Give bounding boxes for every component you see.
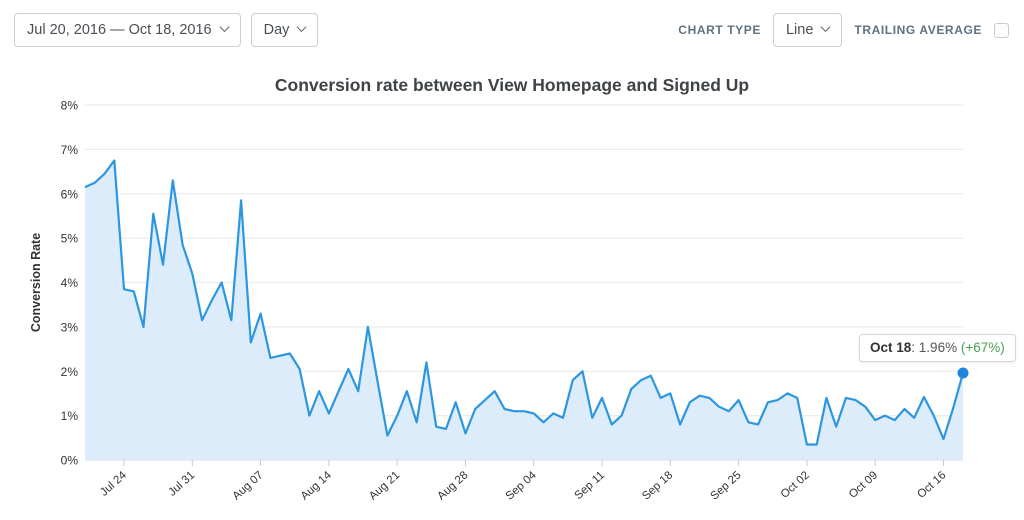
trailing-average-label: TRAILING AVERAGE (854, 23, 982, 37)
toolbar-right: CHART TYPE Line TRAILING AVERAGE (678, 13, 1009, 47)
y-axis-tick-label: 6% (61, 187, 79, 201)
tooltip-date: Oct 18 (870, 340, 912, 355)
chevron-down-icon (820, 22, 831, 33)
y-axis-tick-label: 8% (61, 99, 79, 113)
chart-tooltip: Oct 18: 1.96% (+67%) (859, 334, 1016, 362)
x-axis-tick-label: Sep 04 (504, 469, 540, 503)
y-axis-tick-label: 1% (61, 409, 79, 423)
y-axis-title: Conversion Rate (29, 233, 43, 332)
chevron-down-icon (219, 22, 230, 33)
x-axis-tick-label: Oct 16 (915, 469, 948, 501)
y-axis-tick-label: 7% (61, 143, 79, 157)
y-axis-tick-label: 5% (61, 232, 79, 246)
x-axis-tick-label: Jul 24 (98, 469, 129, 499)
toolbar-left: Jul 20, 2016 — Oct 18, 2016 Day (14, 13, 319, 47)
granularity-value: Day (263, 22, 290, 38)
tooltip-value: 1.96% (918, 340, 961, 355)
granularity-dropdown[interactable]: Day (250, 13, 319, 47)
y-axis-tick-label: 0% (61, 454, 79, 468)
y-axis-tick-label: 2% (61, 365, 79, 379)
date-range-picker[interactable]: Jul 20, 2016 — Oct 18, 2016 (14, 13, 241, 47)
chart-type-dropdown[interactable]: Line (772, 13, 843, 47)
tooltip-separator: : (911, 340, 919, 355)
x-axis-tick-label: Oct 09 (847, 469, 880, 501)
x-axis-tick-label: Sep 25 (708, 469, 743, 502)
x-axis-tick-label: Sep 18 (640, 469, 675, 502)
chart-area-fill[interactable] (85, 160, 963, 461)
x-axis-tick-label: Aug 21 (367, 469, 402, 502)
x-axis-tick-label: Sep 11 (573, 469, 607, 502)
tooltip-change: (+67%) (960, 340, 1005, 355)
trailing-average-checkbox[interactable] (994, 22, 1009, 38)
y-axis-tick-label: 3% (61, 320, 79, 334)
line-chart[interactable]: 0% 1% 2% 3% 4% 5% 6% 7% 8% Conversion Rate Jul 24 J… (0, 95, 1024, 505)
chart-title: Conversion rate between View Homepage an… (274, 75, 750, 95)
x-axis-tick-label: Oct 02 (779, 469, 812, 501)
chart-line[interactable] (84, 159, 965, 446)
date-range-value: Jul 20, 2016 — Oct 18, 2016 (27, 22, 212, 38)
y-axis-tick-label: 4% (61, 276, 79, 290)
chart-type-label: CHART TYPE (678, 23, 761, 37)
chevron-down-icon (296, 22, 307, 33)
x-axis-tick-label: Aug 28 (435, 469, 470, 502)
chart-type-value: Line (785, 22, 814, 38)
x-axis-tick-label: Aug 14 (299, 469, 335, 503)
hovered-data-point[interactable] (957, 367, 969, 379)
x-axis-tick-label: Aug 07 (230, 469, 265, 502)
x-axis-tick-label: Jul 31 (166, 469, 197, 498)
